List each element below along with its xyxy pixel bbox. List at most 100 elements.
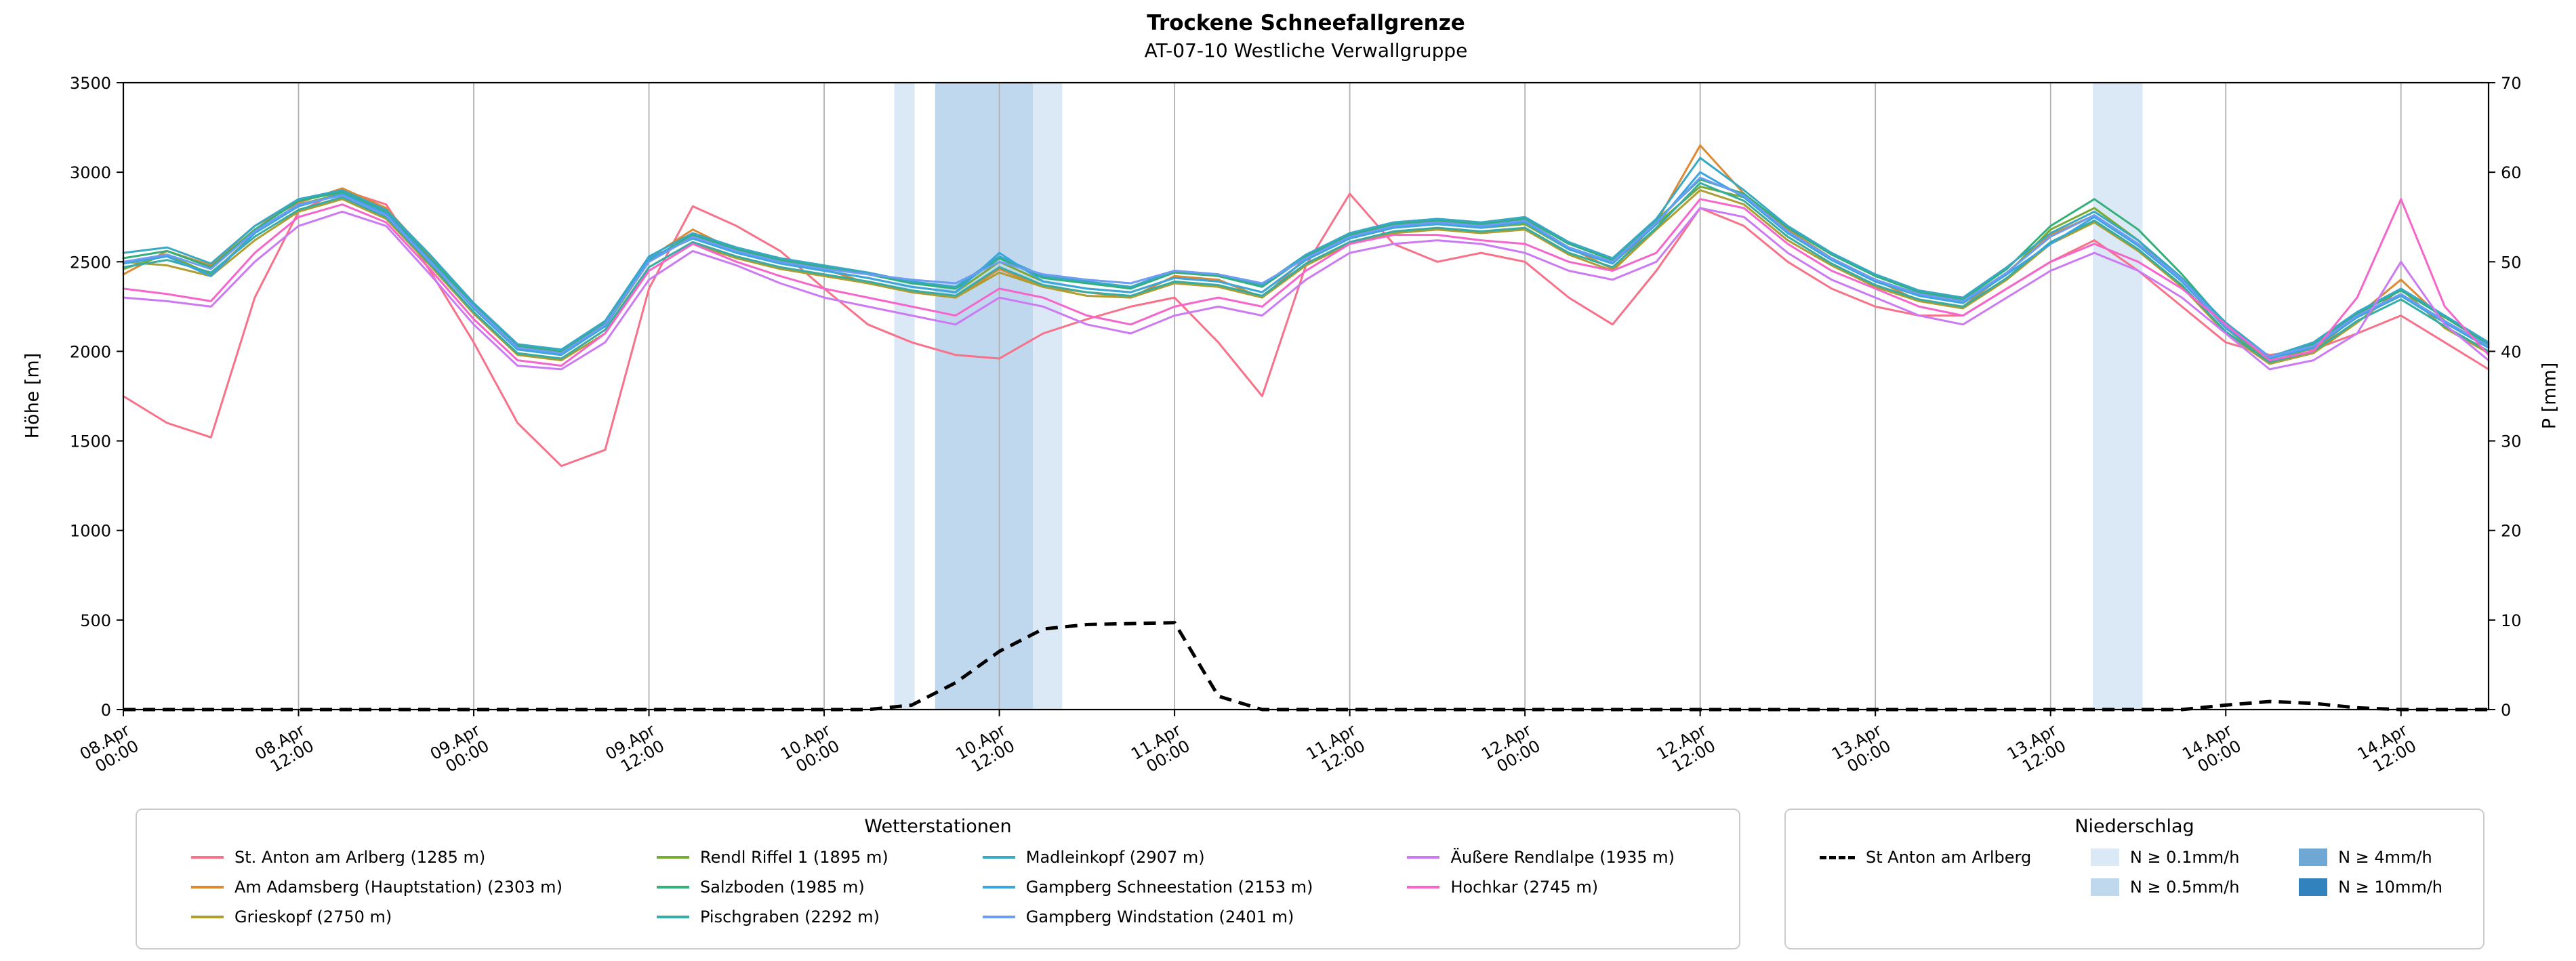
legend-item: Madleinkopf (2907 m) [982,842,1313,872]
legend-line-swatch [982,916,1015,918]
y-right-tick-label: 20 [2501,522,2522,541]
x-tick-label: 12.Apr12:00 [1654,720,1719,780]
legend-line-swatch [1407,856,1440,859]
legend-precip-items: St Anton am Arlberg N ≥ 0.1mm/h N ≥ 0.5mm/… [1786,837,2483,902]
legend-item: Grieskopf (2750 m) [191,902,563,932]
x-tick-label: 11.Apr00:00 [1128,720,1193,780]
legend-line-swatch [656,856,689,859]
legend-item: N ≥ 10mm/h [2299,872,2442,902]
y-right-tick-label: 10 [2501,611,2522,630]
legend-item-label: Pischgraben (2292 m) [699,907,880,926]
y-left-tick-label: 3000 [70,163,111,182]
legend-item: N ≥ 0.5mm/h [2090,872,2240,902]
y-left-tick-label: 500 [80,611,111,630]
legend-line-swatch [191,916,224,918]
y-right-tick-label: 0 [2501,701,2511,720]
legend-column: Madleinkopf (2907 m) Gampberg Schneestati… [982,842,1313,932]
y-left-tick-label: 2000 [70,342,111,361]
legend-item-label: Gampberg Windstation (2401 m) [1025,907,1294,926]
legend-item: Am Adamsberg (Hauptstation) (2303 m) [191,872,563,902]
y-right-tick-label: 30 [2501,432,2522,451]
legend-item: Salzboden (1985 m) [656,872,888,902]
legend-item: Gampberg Windstation (2401 m) [982,902,1313,932]
precip-bands [894,83,2143,710]
legend-line-swatch [191,886,224,888]
legend-column: St. Anton am Arlberg (1285 m) Am Adamsber… [191,842,563,932]
legend-precip-title: Niederschlag [2074,816,2194,837]
x-tick-label: 09.Apr12:00 [602,720,668,780]
legend-column: N ≥ 0.1mm/h N ≥ 0.5mm/h [2090,842,2240,902]
y-right-tick-label: 40 [2501,342,2522,361]
legend-column: N ≥ 4mm/h N ≥ 10mm/h [2299,842,2442,902]
legend-stations-title: Wetterstationen [864,816,1012,837]
x-tick-label: 08.Apr12:00 [252,720,318,780]
legend-line-swatch [656,886,689,888]
legend-column: Äußere Rendlalpe (1935 m) Hochkar (2745 m… [1407,842,1675,932]
x-tick-label: 10.Apr00:00 [777,720,843,780]
legend-line-swatch [191,856,224,859]
legend-item-label: Salzboden (1985 m) [699,878,865,897]
gridlines [123,83,2402,710]
legend-wetterstationen: Wetterstationen St. Anton am Arlberg (12… [136,809,1740,949]
legend-item-label: Hochkar (2745 m) [1450,878,1599,897]
legend-item: Pischgraben (2292 m) [656,902,888,932]
legend-dash-swatch [1820,855,1855,859]
legend-item: Äußere Rendlalpe (1935 m) [1407,842,1675,872]
x-tick-label: 12.Apr00:00 [1478,720,1544,780]
legend-column: Rendl Riffel 1 (1895 m) Salzboden (1985 m… [656,842,888,932]
legend-column: St Anton am Arlberg [1820,842,2031,902]
legend-item-label: N ≥ 0.1mm/h [2129,848,2240,867]
x-tick-label: 10.Apr12:00 [953,720,1019,780]
x-tick-label: 14.Apr12:00 [2354,720,2420,780]
legend-item-label: Äußere Rendlalpe (1935 m) [1450,848,1675,867]
y-right-tick-label: 60 [2501,163,2522,182]
y-left-tick-label: 1500 [70,432,111,451]
station-lines [122,144,2490,468]
legend-patch-swatch [2299,878,2328,896]
x-tick-label: 14.Apr00:00 [2179,720,2245,780]
x-tick-label: 09.Apr00:00 [427,720,493,780]
legend-item: Hochkar (2745 m) [1407,872,1675,902]
plot-frame [122,81,2490,711]
y-left-tick-label: 1000 [70,522,111,541]
legend-patch-swatch [2090,848,2119,866]
y-left-tick-label: 3500 [70,74,111,93]
legend-line-swatch [982,856,1015,859]
legend-item-label: N ≥ 10mm/h [2338,878,2442,897]
legend-item-label: N ≥ 0.5mm/h [2129,878,2240,897]
y-left-tick-label: 0 [101,701,111,720]
legend-item: N ≥ 4mm/h [2299,842,2442,872]
chart-title: Trockene Schneefallgrenze [1147,11,1465,35]
legend-item-label: Grieskopf (2750 m) [234,907,392,926]
legend-stations-items: St. Anton am Arlberg (1285 m) Am Adamsber… [137,837,1739,932]
legend-patch-swatch [2090,878,2119,896]
legend-item-label: Madleinkopf (2907 m) [1025,848,1205,867]
legend-item-label: Rendl Riffel 1 (1895 m) [699,848,888,867]
x-tick-label: 08.Apr00:00 [77,720,142,780]
legend-item: St. Anton am Arlberg (1285 m) [191,842,563,872]
y-right-tick-label: 70 [2501,74,2522,93]
y-left-tick-label: 2500 [70,253,111,272]
axis-ticks: 0 500 1000 1500 2000 2500 3000 3500 0 10 20 30 40 50 6… [70,74,2522,780]
legend-niederschlag: Niederschlag St Anton am Arlberg N ≥ 0.1m… [1784,809,2485,949]
y-right-tick-label: 50 [2501,253,2522,272]
legend-item-label: Gampberg Schneestation (2153 m) [1025,878,1313,897]
legend-item-label: N ≥ 4mm/h [2338,848,2432,867]
legend-line-swatch [656,916,689,918]
legend-item: St Anton am Arlberg [1820,842,2031,872]
legend-item: Gampberg Schneestation (2153 m) [982,872,1313,902]
legend-item: N ≥ 0.1mm/h [2090,842,2240,872]
x-tick-label: 13.Apr00:00 [1828,720,1894,780]
legend-item-label: St. Anton am Arlberg (1285 m) [234,848,486,867]
legend-item: Rendl Riffel 1 (1895 m) [656,842,888,872]
chart-subtitle: AT-07-10 Westliche Verwallgruppe [1144,39,1468,62]
legend-item-label: St Anton am Arlberg [1866,848,2032,867]
legend-line-swatch [1407,886,1440,888]
legend-line-swatch [982,886,1015,888]
plot-area: 0 500 1000 1500 2000 2500 3000 3500 0 10 20 30 40 50 6… [70,74,2522,780]
legend-patch-swatch [2299,848,2328,866]
x-tick-label: 13.Apr12:00 [2004,720,2070,780]
legend-item-label: Am Adamsberg (Hauptstation) (2303 m) [234,878,563,897]
x-tick-label: 11.Apr12:00 [1303,720,1369,780]
